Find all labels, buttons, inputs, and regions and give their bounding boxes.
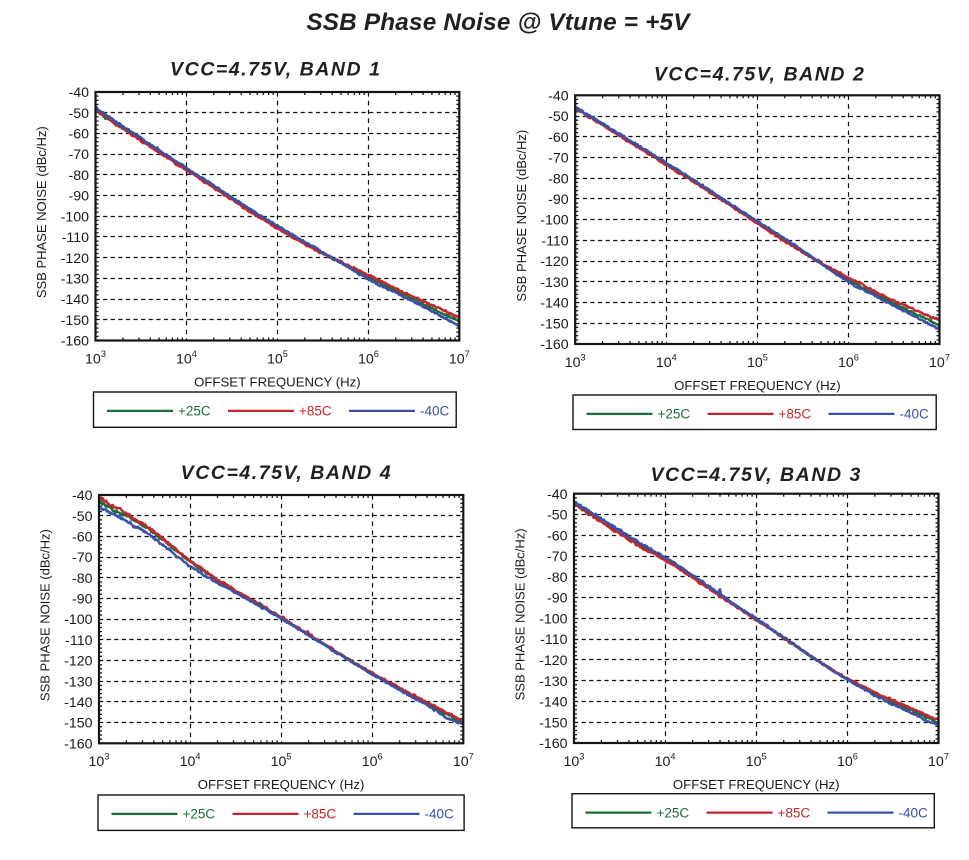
svg-text:-90: -90 — [547, 591, 568, 607]
svg-text:-40: -40 — [548, 88, 569, 104]
svg-text:107: 107 — [929, 352, 950, 371]
svg-text:107: 107 — [928, 751, 949, 770]
svg-text:-40C: -40C — [900, 407, 930, 422]
svg-text:105: 105 — [271, 752, 292, 771]
svg-text:-110: -110 — [62, 230, 89, 246]
svg-text:-130: -130 — [539, 674, 568, 690]
svg-text:+85C: +85C — [299, 404, 332, 419]
svg-text:-160: -160 — [61, 334, 90, 350]
svg-text:106: 106 — [837, 751, 858, 770]
svg-text:-120: -120 — [540, 254, 569, 270]
svg-text:103: 103 — [565, 352, 586, 371]
svg-text:-160: -160 — [540, 337, 569, 353]
svg-text:-140: -140 — [540, 296, 569, 312]
svg-text:-90: -90 — [548, 192, 569, 208]
svg-text:-110: -110 — [541, 234, 568, 250]
svg-text:-120: -120 — [61, 251, 90, 267]
svg-text:-40: -40 — [68, 85, 89, 101]
svg-text:OFFSET FREQUENCY (Hz): OFFSET FREQUENCY (Hz) — [198, 777, 365, 792]
svg-text:+85C: +85C — [304, 807, 337, 822]
svg-text:-110: -110 — [540, 632, 567, 648]
svg-text:-50: -50 — [68, 106, 89, 122]
svg-text:SSB PHASE NOISE (dBc/Hz): SSB PHASE NOISE (dBc/Hz) — [38, 529, 53, 701]
svg-text:-130: -130 — [61, 272, 90, 288]
svg-text:107: 107 — [449, 349, 470, 368]
svg-text:106: 106 — [838, 352, 859, 371]
svg-text:-160: -160 — [64, 736, 93, 752]
svg-text:-60: -60 — [72, 530, 93, 546]
svg-text:+85C: +85C — [779, 407, 812, 422]
svg-text:-40: -40 — [547, 487, 568, 503]
svg-text:103: 103 — [85, 349, 106, 368]
svg-text:+25C: +25C — [183, 807, 216, 822]
svg-text:-60: -60 — [68, 127, 89, 143]
svg-text:-120: -120 — [539, 653, 568, 669]
svg-text:+25C: +25C — [658, 407, 691, 422]
svg-text:VCC=4.75V, BAND 2: VCC=4.75V, BAND 2 — [654, 64, 866, 86]
svg-text:107: 107 — [453, 752, 474, 771]
svg-text:-70: -70 — [68, 147, 89, 163]
svg-text:-60: -60 — [548, 130, 569, 146]
svg-text:-100: -100 — [540, 213, 569, 229]
svg-text:SSB PHASE NOISE (dBc/Hz): SSB PHASE NOISE (dBc/Hz) — [513, 528, 528, 700]
svg-text:-50: -50 — [547, 508, 568, 524]
svg-text:-70: -70 — [547, 549, 568, 565]
svg-text:104: 104 — [655, 751, 676, 770]
svg-text:+25C: +25C — [657, 805, 690, 820]
svg-text:-140: -140 — [539, 695, 568, 711]
svg-text:104: 104 — [176, 349, 197, 368]
svg-text:105: 105 — [267, 349, 288, 368]
svg-text:VCC=4.75V, BAND 3: VCC=4.75V, BAND 3 — [650, 464, 862, 486]
svg-text:-80: -80 — [547, 570, 568, 586]
svg-text:SSB PHASE NOISE (dBc/Hz): SSB PHASE NOISE (dBc/Hz) — [514, 130, 529, 302]
svg-text:VCC=4.75V, BAND 1: VCC=4.75V, BAND 1 — [170, 58, 382, 80]
svg-text:SSB Phase Noise @ Vtune = +5V: SSB Phase Noise @ Vtune = +5V — [306, 9, 691, 36]
svg-text:103: 103 — [89, 752, 110, 771]
svg-text:-110: -110 — [65, 633, 92, 649]
svg-text:-80: -80 — [548, 171, 569, 187]
svg-text:-90: -90 — [68, 189, 89, 205]
svg-text:-80: -80 — [72, 571, 93, 587]
svg-text:105: 105 — [746, 751, 767, 770]
svg-text:-100: -100 — [64, 612, 93, 628]
svg-text:-90: -90 — [72, 592, 93, 608]
svg-text:-150: -150 — [61, 313, 90, 329]
svg-text:-150: -150 — [64, 716, 93, 732]
svg-text:-40: -40 — [72, 488, 93, 504]
svg-text:104: 104 — [656, 352, 677, 371]
svg-text:OFFSET FREQUENCY (Hz): OFFSET FREQUENCY (Hz) — [673, 777, 840, 792]
svg-text:-50: -50 — [72, 509, 93, 525]
svg-text:-160: -160 — [539, 736, 568, 752]
svg-text:106: 106 — [362, 752, 383, 771]
svg-text:-40C: -40C — [899, 805, 929, 820]
svg-text:105: 105 — [747, 352, 768, 371]
svg-text:-150: -150 — [539, 715, 568, 731]
svg-text:-150: -150 — [540, 316, 569, 332]
svg-text:+85C: +85C — [778, 805, 811, 820]
svg-text:106: 106 — [358, 349, 379, 368]
svg-text:104: 104 — [180, 752, 201, 771]
svg-text:-70: -70 — [548, 151, 569, 167]
svg-text:OFFSET FREQUENCY (Hz): OFFSET FREQUENCY (Hz) — [674, 378, 841, 393]
svg-text:-40C: -40C — [420, 404, 450, 419]
svg-text:-50: -50 — [548, 109, 569, 125]
svg-text:+25C: +25C — [178, 404, 211, 419]
svg-text:-120: -120 — [64, 654, 93, 670]
svg-text:SSB PHASE NOISE (dBc/Hz): SSB PHASE NOISE (dBc/Hz) — [34, 126, 49, 298]
svg-text:103: 103 — [564, 751, 585, 770]
svg-text:-140: -140 — [61, 292, 90, 308]
svg-text:-130: -130 — [540, 275, 569, 291]
svg-text:-140: -140 — [64, 695, 93, 711]
svg-text:-130: -130 — [64, 674, 93, 690]
svg-text:-80: -80 — [68, 168, 89, 184]
svg-text:-40C: -40C — [425, 807, 455, 822]
svg-text:OFFSET FREQUENCY (Hz): OFFSET FREQUENCY (Hz) — [194, 374, 361, 389]
svg-text:VCC=4.75V, BAND 4: VCC=4.75V, BAND 4 — [181, 462, 393, 484]
svg-text:-100: -100 — [61, 209, 90, 225]
svg-text:-70: -70 — [72, 550, 93, 566]
svg-text:-60: -60 — [547, 528, 568, 544]
svg-text:-100: -100 — [539, 612, 568, 628]
